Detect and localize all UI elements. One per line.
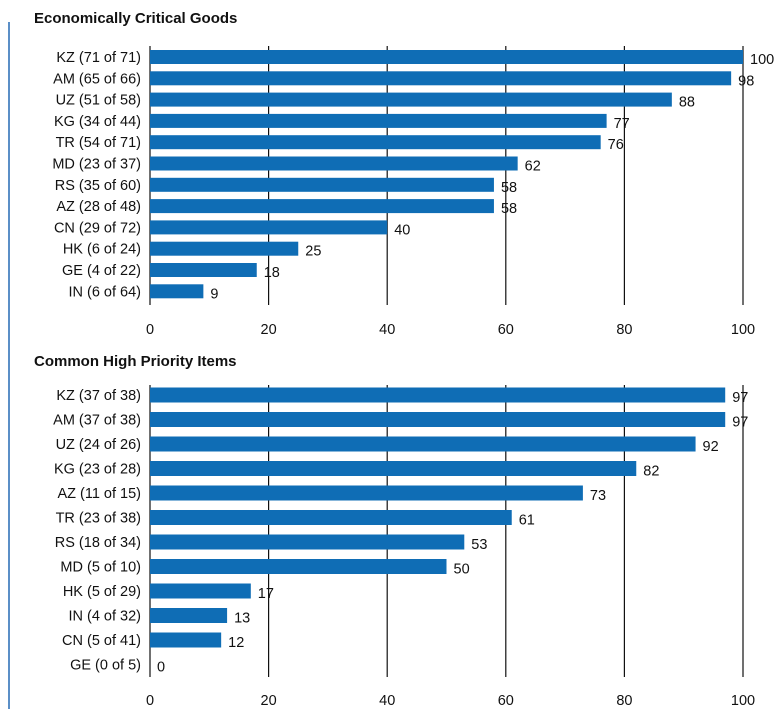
category-label: AM (37 of 38) [53, 413, 141, 429]
chart-title-economically-critical-goods: Economically Critical Goods [34, 10, 238, 27]
category-label: RS (35 of 60) [55, 178, 141, 194]
left-accent-rule [8, 22, 10, 709]
category-label: IN (4 of 32) [68, 609, 141, 625]
bar [150, 284, 204, 299]
value-label: 97 [732, 390, 748, 406]
x-tick-label: 80 [616, 693, 632, 709]
category-label: TR (23 of 38) [56, 511, 141, 527]
category-label: KZ (37 of 38) [56, 388, 141, 404]
value-label: 40 [394, 222, 410, 238]
value-label: 97 [732, 415, 748, 431]
bar [150, 534, 465, 550]
category-label: CN (29 of 72) [54, 220, 141, 236]
bar [150, 71, 732, 86]
bar [150, 461, 637, 476]
bar [150, 436, 696, 452]
value-label: 12 [228, 635, 244, 651]
category-label: GE (0 of 5) [70, 658, 141, 674]
category-label: KZ (71 of 71) [56, 50, 141, 66]
bar [150, 177, 494, 192]
x-tick-label: 0 [146, 693, 154, 709]
bar [150, 559, 447, 574]
bar [150, 632, 222, 648]
value-label: 88 [679, 95, 695, 111]
bar [150, 412, 726, 427]
bar [150, 113, 607, 128]
x-tick-label: 20 [261, 693, 277, 709]
category-label: IN (6 of 64) [68, 284, 141, 300]
bar [150, 510, 512, 525]
value-label: 53 [471, 537, 487, 553]
value-label: 77 [614, 116, 630, 132]
bar [150, 199, 494, 214]
value-label: 9 [210, 286, 218, 302]
bar [150, 485, 583, 501]
category-label: MD (23 of 37) [52, 157, 141, 173]
chart-title-common-high-priority-items: Common High Priority Items [34, 353, 237, 370]
category-label: AZ (11 of 15) [57, 486, 141, 502]
bar [150, 387, 726, 403]
value-label: 62 [525, 159, 541, 175]
x-tick-label: 40 [379, 693, 395, 709]
category-label: HK (5 of 29) [63, 584, 141, 600]
value-label: 58 [501, 180, 517, 196]
category-label: KG (23 of 28) [54, 462, 141, 478]
category-label: KG (34 of 44) [54, 114, 141, 130]
bar [150, 92, 672, 107]
category-label: CN (5 of 41) [62, 633, 141, 649]
value-label: 58 [501, 201, 517, 217]
bar [150, 50, 743, 64]
category-label: RS (18 of 34) [55, 535, 141, 551]
value-label: 100 [750, 52, 774, 68]
x-tick-label: 40 [379, 322, 395, 338]
category-label: TR (54 of 71) [56, 135, 141, 151]
bar [150, 220, 388, 235]
value-label: 92 [703, 439, 719, 455]
x-tick-label: 60 [498, 322, 514, 338]
bar [150, 156, 518, 171]
bar-chart-economically-critical-goods: KZ (71 of 71) 100 AM (65 of 66) 98 UZ (51 of… [52, 46, 774, 338]
x-tick-label: 100 [731, 322, 755, 338]
x-tick-label: 100 [731, 693, 755, 709]
x-tick-label: 20 [261, 322, 277, 338]
category-label: GE (4 of 22) [62, 263, 141, 279]
value-label: 25 [305, 244, 321, 260]
value-label: 50 [454, 562, 470, 578]
value-label: 13 [234, 611, 250, 627]
value-label: 73 [590, 488, 606, 504]
x-tick-label: 60 [498, 693, 514, 709]
value-label: 98 [738, 73, 754, 89]
value-label: 17 [258, 586, 274, 602]
value-label: 61 [519, 513, 535, 529]
bar [150, 241, 299, 256]
bar-chart-common-high-priority-items: KZ (37 of 38) 97 AM (37 of 38) 97 UZ (24 of … [53, 385, 755, 709]
bar [150, 583, 251, 599]
value-label: 82 [643, 464, 659, 480]
bar [150, 135, 601, 150]
value-label: 0 [157, 660, 165, 676]
category-label: UZ (51 of 58) [56, 93, 141, 109]
bar [150, 608, 228, 623]
x-tick-label: 80 [616, 322, 632, 338]
x-tick-label: 0 [146, 322, 154, 338]
value-label: 18 [264, 265, 280, 281]
category-label: HK (6 of 24) [63, 242, 141, 258]
value-label: 76 [608, 137, 624, 153]
bar [150, 263, 257, 277]
category-label: AM (65 of 66) [53, 71, 141, 87]
category-label: UZ (24 of 26) [56, 437, 141, 453]
category-label: AZ (28 of 48) [56, 199, 141, 215]
category-label: MD (5 of 10) [60, 560, 141, 576]
